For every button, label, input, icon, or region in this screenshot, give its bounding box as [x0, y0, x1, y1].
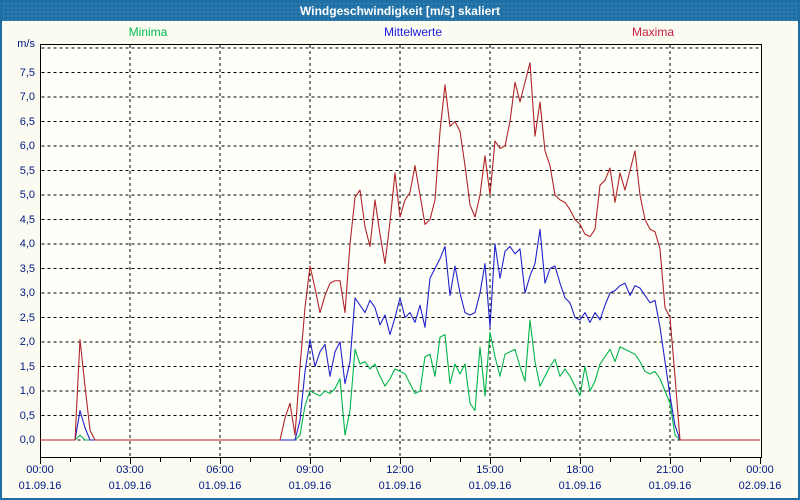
x-tick-date-label: 01.09.16: [18, 480, 62, 492]
x-tick-time-label: 06:00: [206, 464, 234, 476]
y-tick-label: 3,0: [19, 287, 35, 299]
y-tick-label: 7,5: [19, 66, 35, 79]
x-tick-time-label: 03:00: [116, 464, 144, 476]
y-axis-unit-label: m/s: [17, 38, 35, 50]
legend-item-minima: Minima: [128, 25, 168, 39]
legend-item-mittelwerte: Mittelwerte: [383, 25, 443, 39]
plot-frame: [40, 44, 762, 458]
y-tick-label: 1,0: [19, 385, 35, 397]
y-tick-label: 2,5: [19, 311, 35, 324]
x-tick-date-label: 01.09.16: [468, 480, 512, 492]
x-tick-time-label: 18:00: [566, 464, 594, 476]
y-tick-label: 3,5: [19, 262, 35, 275]
x-tick-time-label: 00:00: [746, 464, 774, 476]
y-tick-label: 0,0: [19, 434, 35, 446]
x-tick-date-label: 01.09.16: [648, 480, 692, 492]
x-tick-date-label: 01.09.16: [558, 480, 602, 492]
y-tick-label: 6,0: [19, 140, 35, 152]
y-tick-label: 7,0: [19, 91, 35, 103]
y-tick-label: 1,5: [19, 360, 35, 373]
page-title: Windgeschwindigkeit [m/s] skaliert: [300, 4, 500, 18]
x-tick-date-label: 02.09.16: [738, 480, 782, 492]
maxima-line: [40, 62, 760, 441]
x-tick-date-label: 01.09.16: [288, 480, 332, 492]
y-tick-label: 6,5: [19, 115, 35, 128]
x-tick-date-label: 01.09.16: [198, 480, 242, 492]
x-tick-date-label: 01.09.16: [108, 480, 152, 492]
x-tick-time-label: 00:00: [26, 464, 54, 476]
chart-plot: [40, 44, 762, 464]
legend-item-maxima: Maxima: [631, 25, 675, 39]
x-tick-time-label: 12:00: [386, 464, 414, 476]
y-tick-label: 0,5: [19, 409, 35, 422]
x-tick-time-label: 15:00: [476, 464, 504, 476]
y-tick-label: 4,5: [19, 213, 35, 226]
x-tick-time-label: 09:00: [296, 464, 324, 476]
y-tick-label: 5,0: [19, 189, 35, 201]
title-bar: Windgeschwindigkeit [m/s] skaliert: [2, 2, 798, 21]
x-tick-date-label: 01.09.16: [378, 480, 422, 492]
y-tick-label: 2,0: [19, 336, 35, 348]
y-tick-label: 4,0: [19, 238, 35, 250]
y-tick-label: 5,5: [19, 164, 35, 177]
x-tick-time-label: 21:00: [656, 464, 684, 476]
